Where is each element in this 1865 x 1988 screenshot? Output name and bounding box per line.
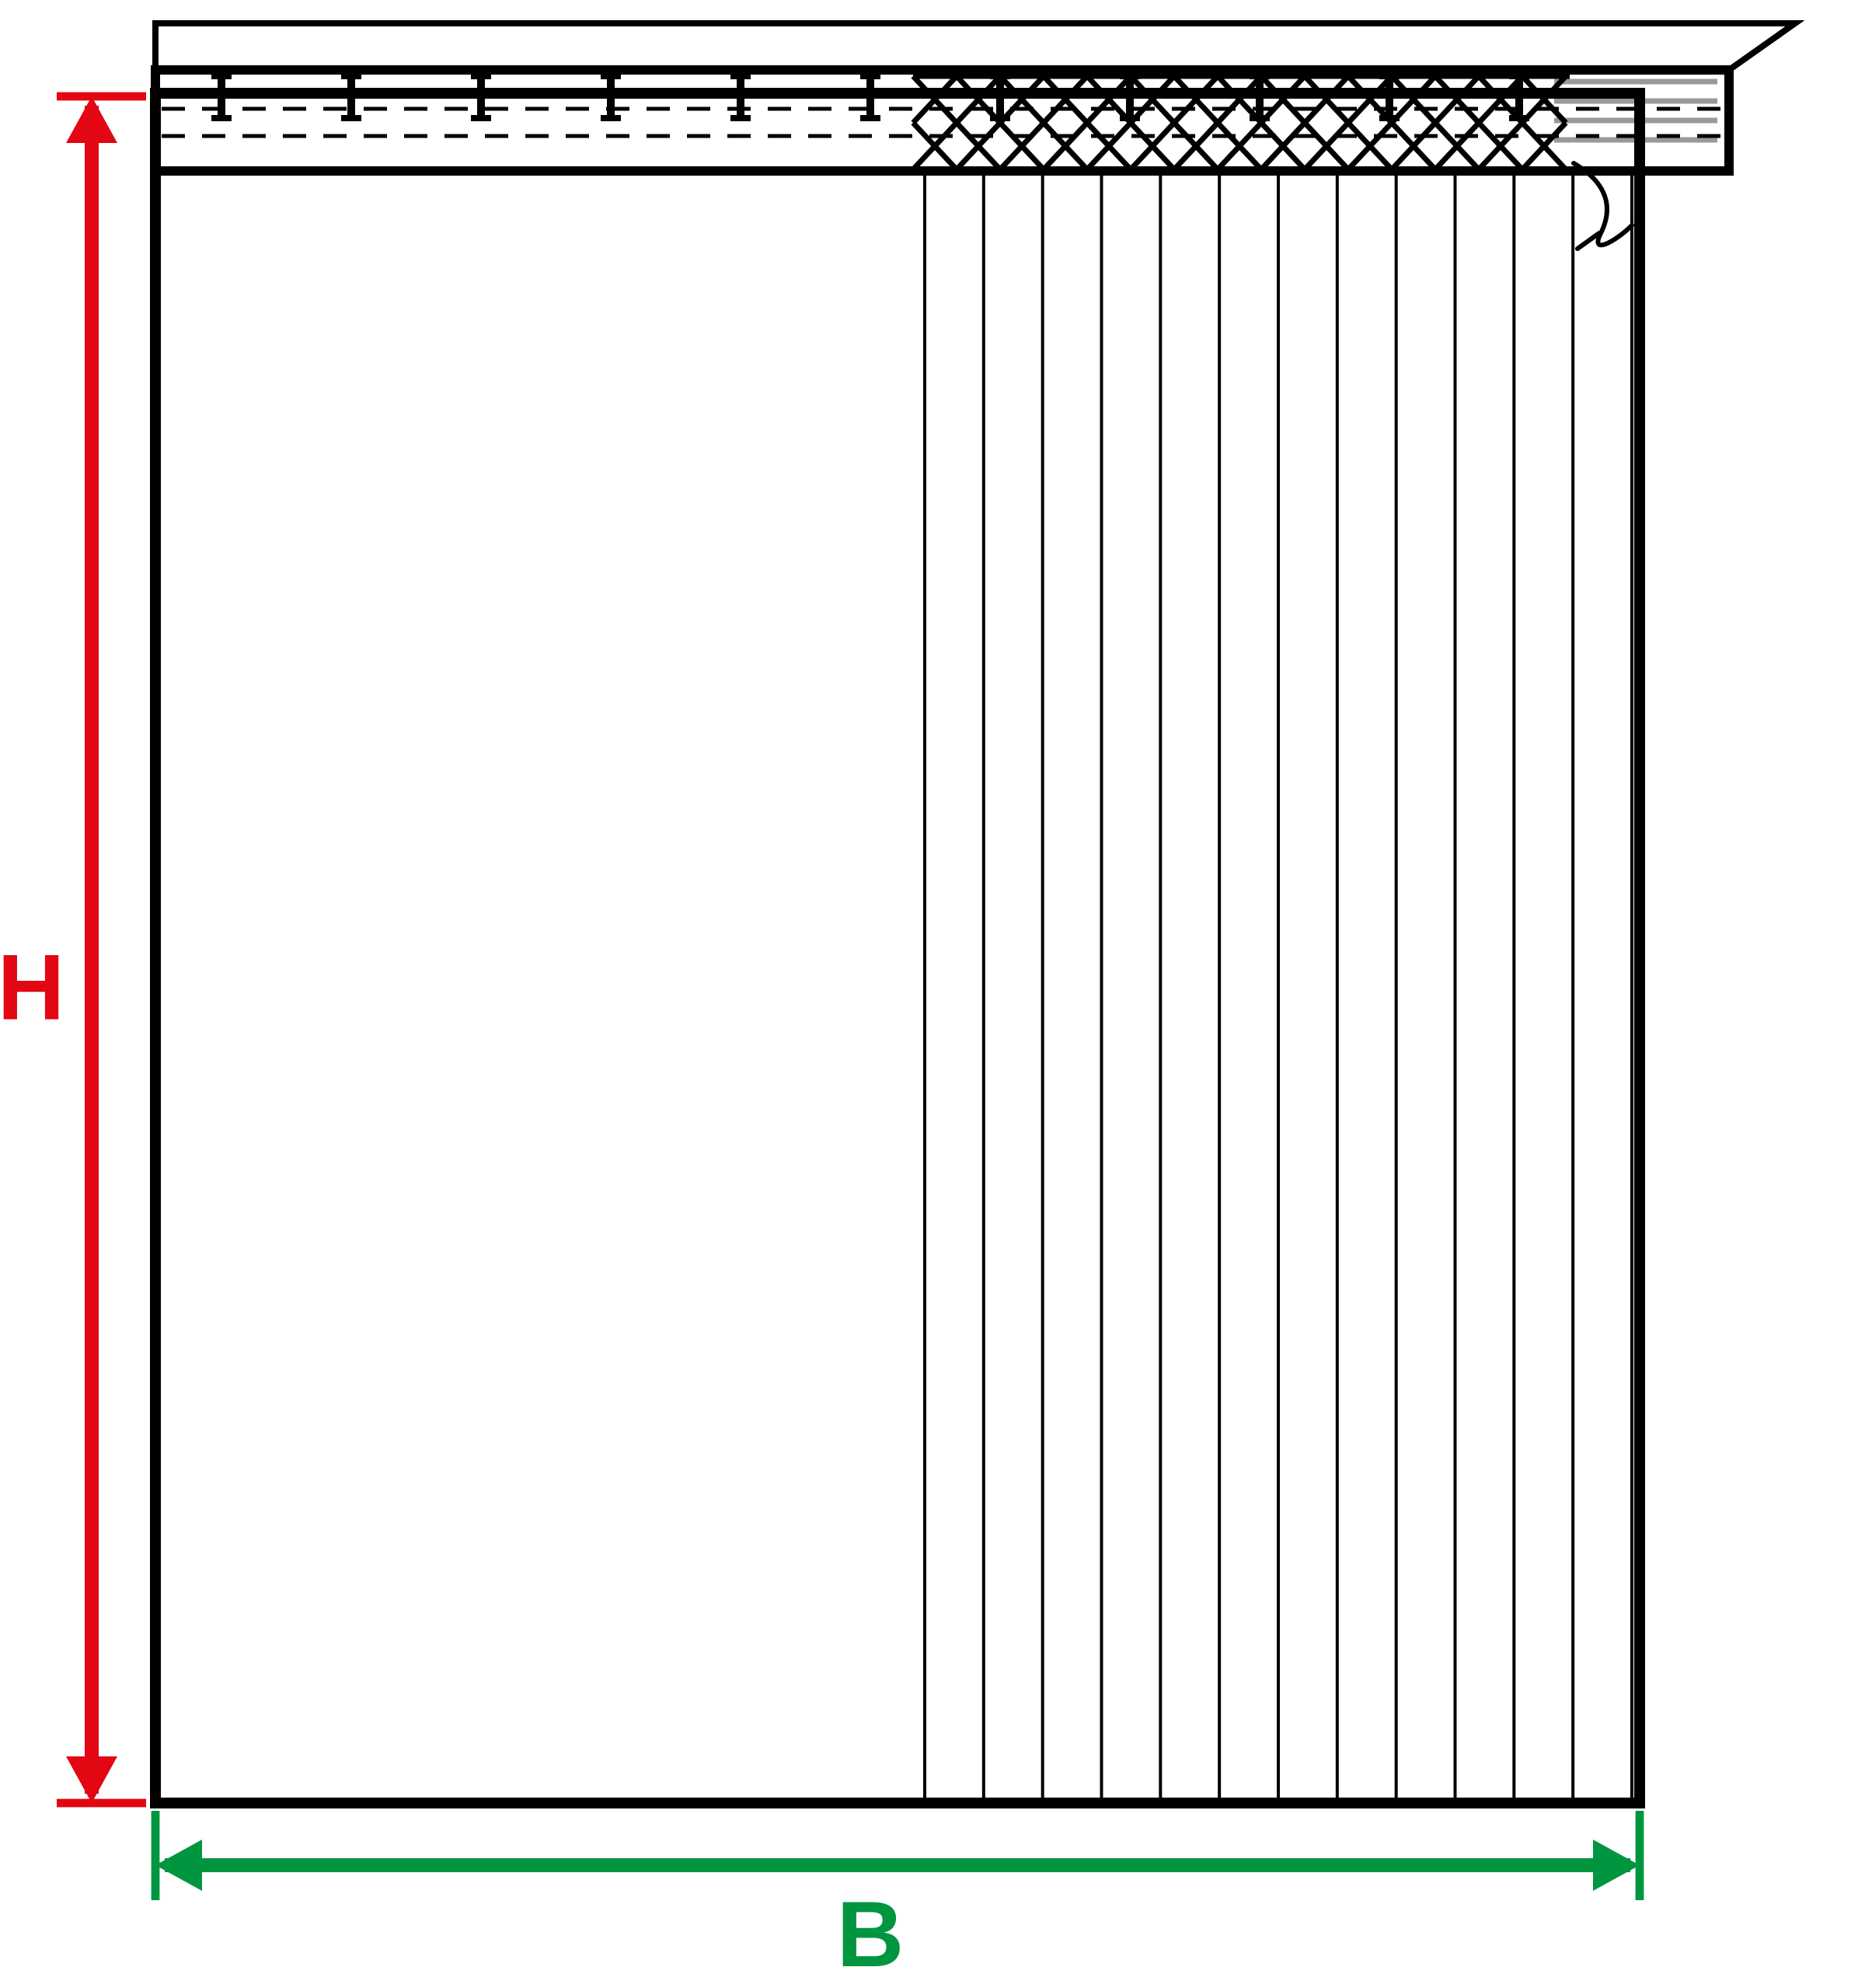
dim-b-label: B [837,1882,905,1986]
carrier-foot [601,115,621,121]
carrier-cap [341,73,361,79]
carrier-foot [860,115,880,121]
carrier-foot [341,115,361,121]
carrier-foot [471,115,491,121]
carrier-foot [211,115,232,121]
technical-drawing: HB [0,0,1865,1988]
background [0,0,1865,1988]
dim-h-label: H [0,936,64,1040]
carrier-cap [601,73,621,79]
carrier-cap [211,73,232,79]
carrier-foot [730,115,751,121]
carrier-cap [730,73,751,79]
carrier-cap [860,73,880,79]
carrier-cap [471,73,491,79]
